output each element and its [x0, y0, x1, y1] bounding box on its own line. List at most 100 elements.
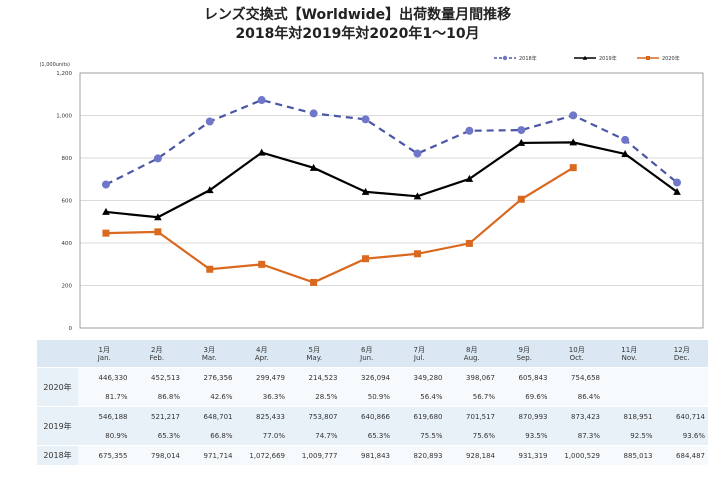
data-point: [205, 186, 214, 194]
month-abbrev: Jan.: [97, 353, 111, 362]
value-cell: 619,680: [393, 406, 446, 426]
ratio-cell: [603, 387, 656, 407]
month-abbrev: Sep.: [516, 353, 532, 362]
ratio-cell: 65.3%: [340, 426, 393, 446]
value-cell: 521,217: [130, 406, 183, 426]
data-point: [569, 111, 578, 120]
value-cell: 605,843: [498, 367, 551, 387]
month-header: 7月 Jul.: [393, 340, 446, 368]
value-cell: 981,843: [340, 445, 393, 465]
ratio-cell: 42.6%: [183, 387, 236, 407]
ratio-cell: 74.7%: [288, 426, 341, 446]
month-header: 11月 Nov.: [603, 340, 656, 368]
table-corner-cell: [37, 340, 78, 368]
month-number: 8月: [466, 345, 478, 354]
data-point: [621, 149, 629, 157]
ratio-cell: 36.3%: [235, 387, 288, 407]
month-number: 2月: [151, 345, 163, 354]
month-header: 3月 Mar.: [183, 340, 236, 368]
value-cell: 398,067: [445, 367, 498, 387]
month-abbrev: Apr.: [254, 353, 269, 362]
series-line-1: [105, 141, 678, 219]
ratio-cell: 69.6%: [498, 387, 551, 407]
ratio-cell: 50.9%: [340, 387, 393, 407]
month-header: 12月 Dec.: [655, 340, 708, 368]
y-tick-label: 1,000: [56, 114, 72, 120]
data-point: [153, 154, 162, 163]
data-point: [413, 250, 421, 258]
series-line-0: [105, 98, 678, 186]
legend-label: 2020年: [662, 55, 680, 62]
ratio-cell: 92.5%: [603, 426, 656, 446]
month-abbrev: Jun.: [360, 353, 374, 362]
data-point: [413, 149, 422, 158]
data-point: [517, 195, 525, 203]
data-point: [362, 255, 370, 263]
value-cell: 825,433: [235, 406, 288, 426]
month-number: 5月: [308, 345, 320, 354]
data-point: [621, 135, 630, 144]
legend-label: 2019年: [599, 55, 617, 62]
data-point: [517, 138, 526, 146]
value-cell: 885,013: [603, 445, 656, 465]
y-tick-label: 800: [62, 156, 73, 162]
data-point: [673, 187, 681, 195]
value-cell: [603, 367, 656, 387]
month-number: 11月: [621, 345, 638, 354]
value-cell: 971,714: [183, 445, 236, 465]
value-cell: 753,807: [288, 406, 341, 426]
data-point: [257, 148, 266, 156]
month-number: 6月: [361, 345, 373, 354]
y-tick-label: 200: [62, 284, 73, 290]
ratio-cell: 77.0%: [235, 426, 288, 446]
value-cell: 446,330: [78, 367, 131, 387]
line-chart: 0 200 400 600 800 1,000 1,200 (1,000units) 201…: [39, 55, 704, 332]
month-number: 10月: [568, 345, 585, 354]
ratio-cell: 66.8%: [183, 426, 236, 446]
month-header: 6月 Jun.: [340, 340, 393, 368]
value-cell: 640,866: [340, 406, 393, 426]
data-point: [465, 174, 474, 182]
legend-marker: [646, 56, 650, 60]
value-cell: [655, 367, 708, 387]
month-number: 1月: [98, 345, 110, 354]
row-label: 2020年: [37, 367, 78, 407]
y-axis-unit-label: (1,000units): [39, 62, 70, 68]
month-header: 1月 Jan.: [78, 340, 131, 368]
month-header: 2月 Feb.: [130, 340, 183, 368]
y-tick-label: 600: [62, 199, 73, 205]
value-cell: 675,355: [78, 445, 131, 465]
ratio-cell: 28.5%: [288, 387, 341, 407]
value-cell: 873,423: [550, 406, 603, 426]
ratio-cell: 93.6%: [655, 426, 708, 446]
value-cell: 1,000,529: [550, 445, 603, 465]
data-point: [361, 187, 370, 195]
value-cell: 931,319: [498, 445, 551, 465]
value-cell: 684,487: [655, 445, 708, 465]
value-cell: 640,714: [655, 406, 708, 426]
data-point: [465, 126, 474, 135]
data-point: [101, 180, 110, 189]
value-cell: 928,184: [445, 445, 498, 465]
ratio-cell: 93.5%: [498, 426, 551, 446]
data-point: [517, 126, 526, 135]
ratio-cell: 56.7%: [445, 387, 498, 407]
ratio-cell: 56.4%: [393, 387, 446, 407]
month-number: 7月: [413, 345, 425, 354]
ratio-cell: 87.3%: [550, 426, 603, 446]
value-cell: 798,014: [130, 445, 183, 465]
ratio-cell: 86.4%: [550, 387, 603, 407]
value-cell: 820,893: [393, 445, 446, 465]
value-cell: 818,951: [603, 406, 656, 426]
value-cell: 754,658: [550, 367, 603, 387]
month-abbrev: May.: [306, 353, 323, 362]
data-point: [154, 213, 162, 221]
month-abbrev: Mar.: [201, 353, 217, 362]
value-cell: 299,479: [235, 367, 288, 387]
data-point: [309, 109, 318, 118]
chart-title-block: レンズ交換式【Worldwide】出荷数量月間推移 2018年対2019年対20…: [0, 6, 715, 44]
month-header: 8月 Aug.: [445, 340, 498, 368]
ratio-cell: 81.7%: [78, 387, 131, 407]
month-number: 9月: [518, 345, 530, 354]
ratio-cell: 80.9%: [78, 426, 131, 446]
